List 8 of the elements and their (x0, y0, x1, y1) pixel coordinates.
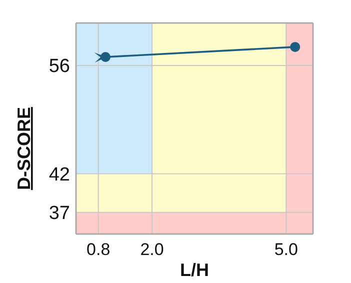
x-tick-label: 5.0 (274, 240, 298, 259)
y-tick-label: 56 (48, 56, 70, 78)
x-axis-title: L/H (180, 260, 209, 280)
y-tick-label: 42 (48, 164, 70, 186)
y-tick-label: 37 (48, 203, 70, 224)
x-tick-label: 2.0 (140, 240, 164, 259)
y-axis-title: D-SCORE (14, 106, 34, 190)
x-tick-label: 0.8 (86, 240, 110, 259)
